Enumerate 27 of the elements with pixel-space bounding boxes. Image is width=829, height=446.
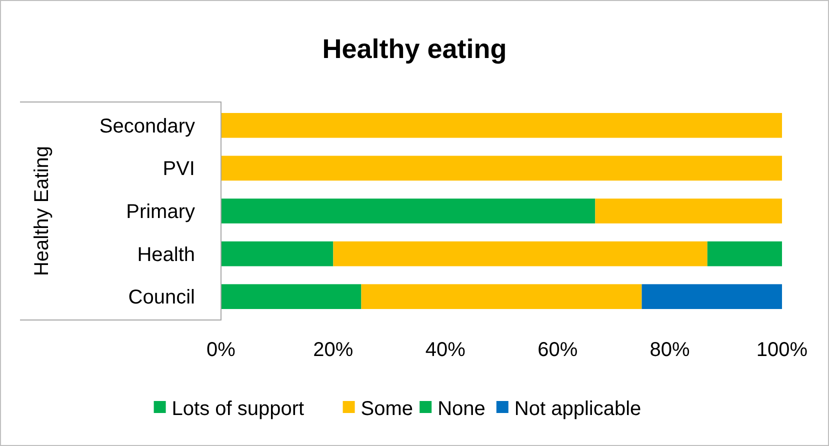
bar [642,284,782,310]
bar [595,198,782,224]
x-tick-label: 60% [538,339,578,361]
legend-label: None [438,398,486,420]
bar [221,284,362,310]
bar [221,198,596,224]
chart-title: Healthy eating [322,34,507,64]
y-tick-label: Council [128,286,195,309]
y-tick-label: Primary [126,201,195,223]
bar [333,241,708,266]
x-tick-label: 20% [313,339,354,361]
y-tick-label: PVI [162,158,195,180]
legend-label: Lots of support [172,398,305,420]
legend-label: Not applicable [514,398,642,420]
x-tick-label: 0% [206,339,236,361]
y-tick-label: Health [137,244,195,266]
bar [361,284,642,310]
x-tick-label: 40% [425,339,466,361]
y-tick-label: Secondary [99,115,195,138]
bar [221,112,782,138]
bar [221,156,782,181]
y-axis-title: Healthy Eating [31,146,53,276]
legend-label: Some [360,398,414,420]
bar [221,241,334,266]
bar [707,241,782,266]
x-tick-label: 80% [650,339,690,361]
x-tick-label: 100% [756,339,808,361]
